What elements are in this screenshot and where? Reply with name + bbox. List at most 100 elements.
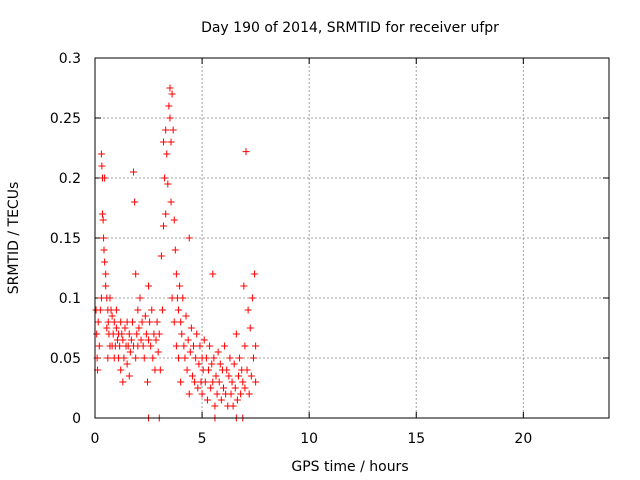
data-point — [251, 270, 259, 278]
data-point — [229, 402, 237, 410]
data-point — [184, 336, 192, 344]
data-point — [160, 222, 168, 230]
data-point — [169, 126, 177, 134]
data-point — [243, 366, 251, 374]
data-point — [241, 342, 249, 350]
data-point — [220, 384, 227, 392]
data-point — [163, 150, 171, 158]
data-point — [131, 198, 139, 206]
data-point — [100, 234, 108, 242]
data-point — [145, 336, 153, 344]
data-point — [194, 384, 202, 392]
data-point — [152, 336, 160, 344]
data-point — [245, 390, 253, 398]
data-point — [176, 282, 184, 290]
data-point — [103, 324, 111, 332]
data-point — [179, 294, 187, 302]
data-point — [187, 324, 195, 332]
data-point — [128, 318, 136, 326]
x-tick-label: 20 — [514, 431, 532, 447]
data-point — [252, 378, 260, 386]
data-point — [116, 342, 124, 350]
y-tick-label: 0 — [72, 411, 81, 427]
data-point — [191, 378, 199, 386]
data-point — [157, 252, 165, 260]
data-point — [166, 84, 174, 92]
data-point — [143, 378, 151, 386]
data-point — [227, 390, 235, 398]
data-point — [106, 294, 114, 302]
data-point — [202, 354, 210, 362]
data-point — [231, 384, 239, 392]
data-point — [112, 324, 120, 332]
data-point — [121, 324, 129, 332]
y-tick-label: 0.25 — [50, 111, 81, 127]
data-point — [110, 318, 118, 326]
data-point — [98, 210, 106, 218]
data-point — [108, 312, 116, 320]
data-point — [223, 366, 231, 374]
data-point — [149, 354, 157, 362]
data-point — [102, 270, 110, 278]
data-point — [170, 318, 178, 326]
data-point — [201, 378, 209, 386]
data-point — [134, 306, 142, 314]
data-point — [211, 402, 219, 410]
data-point — [132, 354, 140, 362]
data-point — [154, 348, 162, 356]
data-point — [125, 330, 133, 338]
data-point — [203, 396, 211, 404]
data-point — [165, 102, 173, 110]
data-point — [104, 354, 112, 362]
data-point — [209, 270, 217, 278]
data-point — [117, 318, 125, 326]
data-point — [206, 342, 214, 350]
x-tick-label: 15 — [407, 431, 425, 447]
data-point — [123, 360, 131, 368]
y-tick-label: 0.2 — [59, 171, 81, 187]
data-point — [246, 324, 254, 332]
data-point — [205, 366, 213, 374]
data-point — [175, 306, 183, 314]
y-tick-label: 0.15 — [50, 231, 81, 247]
data-point — [162, 210, 170, 218]
data-point — [233, 396, 241, 404]
data-point — [241, 384, 249, 392]
y-tick-label: 0.1 — [59, 291, 81, 307]
data-point — [208, 360, 216, 368]
data-point — [226, 354, 234, 362]
data-point — [112, 306, 120, 314]
data-point — [210, 354, 218, 362]
data-point — [177, 318, 185, 326]
data-point — [228, 378, 236, 386]
data-point — [127, 336, 135, 344]
data-point — [171, 246, 179, 254]
data-point — [136, 294, 144, 302]
x-tick-label: 10 — [300, 431, 318, 447]
data-point — [186, 348, 194, 356]
y-tick-label: 0.05 — [50, 351, 81, 367]
y-axis-label: SRMTID / TECUs — [6, 182, 22, 295]
data-point — [156, 366, 164, 374]
x-axis-label: GPS time / hours — [291, 459, 408, 475]
data-point — [178, 330, 186, 338]
data-point — [141, 312, 149, 320]
data-point — [155, 330, 163, 338]
data-point — [101, 258, 109, 266]
data-point — [237, 390, 245, 398]
data-point — [162, 126, 170, 134]
data-point — [249, 354, 257, 362]
data-point — [170, 216, 178, 224]
data-point — [160, 138, 168, 146]
chart-title: Day 190 of 2014, SRMTID for receiver ufp… — [201, 20, 499, 36]
data-point — [140, 354, 148, 362]
data-point — [175, 354, 183, 362]
data-point — [119, 378, 127, 386]
data-point — [192, 354, 200, 362]
data-point — [117, 366, 125, 374]
data-point — [239, 378, 247, 386]
data-point — [232, 330, 240, 338]
data-point — [104, 318, 112, 326]
data-point — [98, 162, 106, 170]
